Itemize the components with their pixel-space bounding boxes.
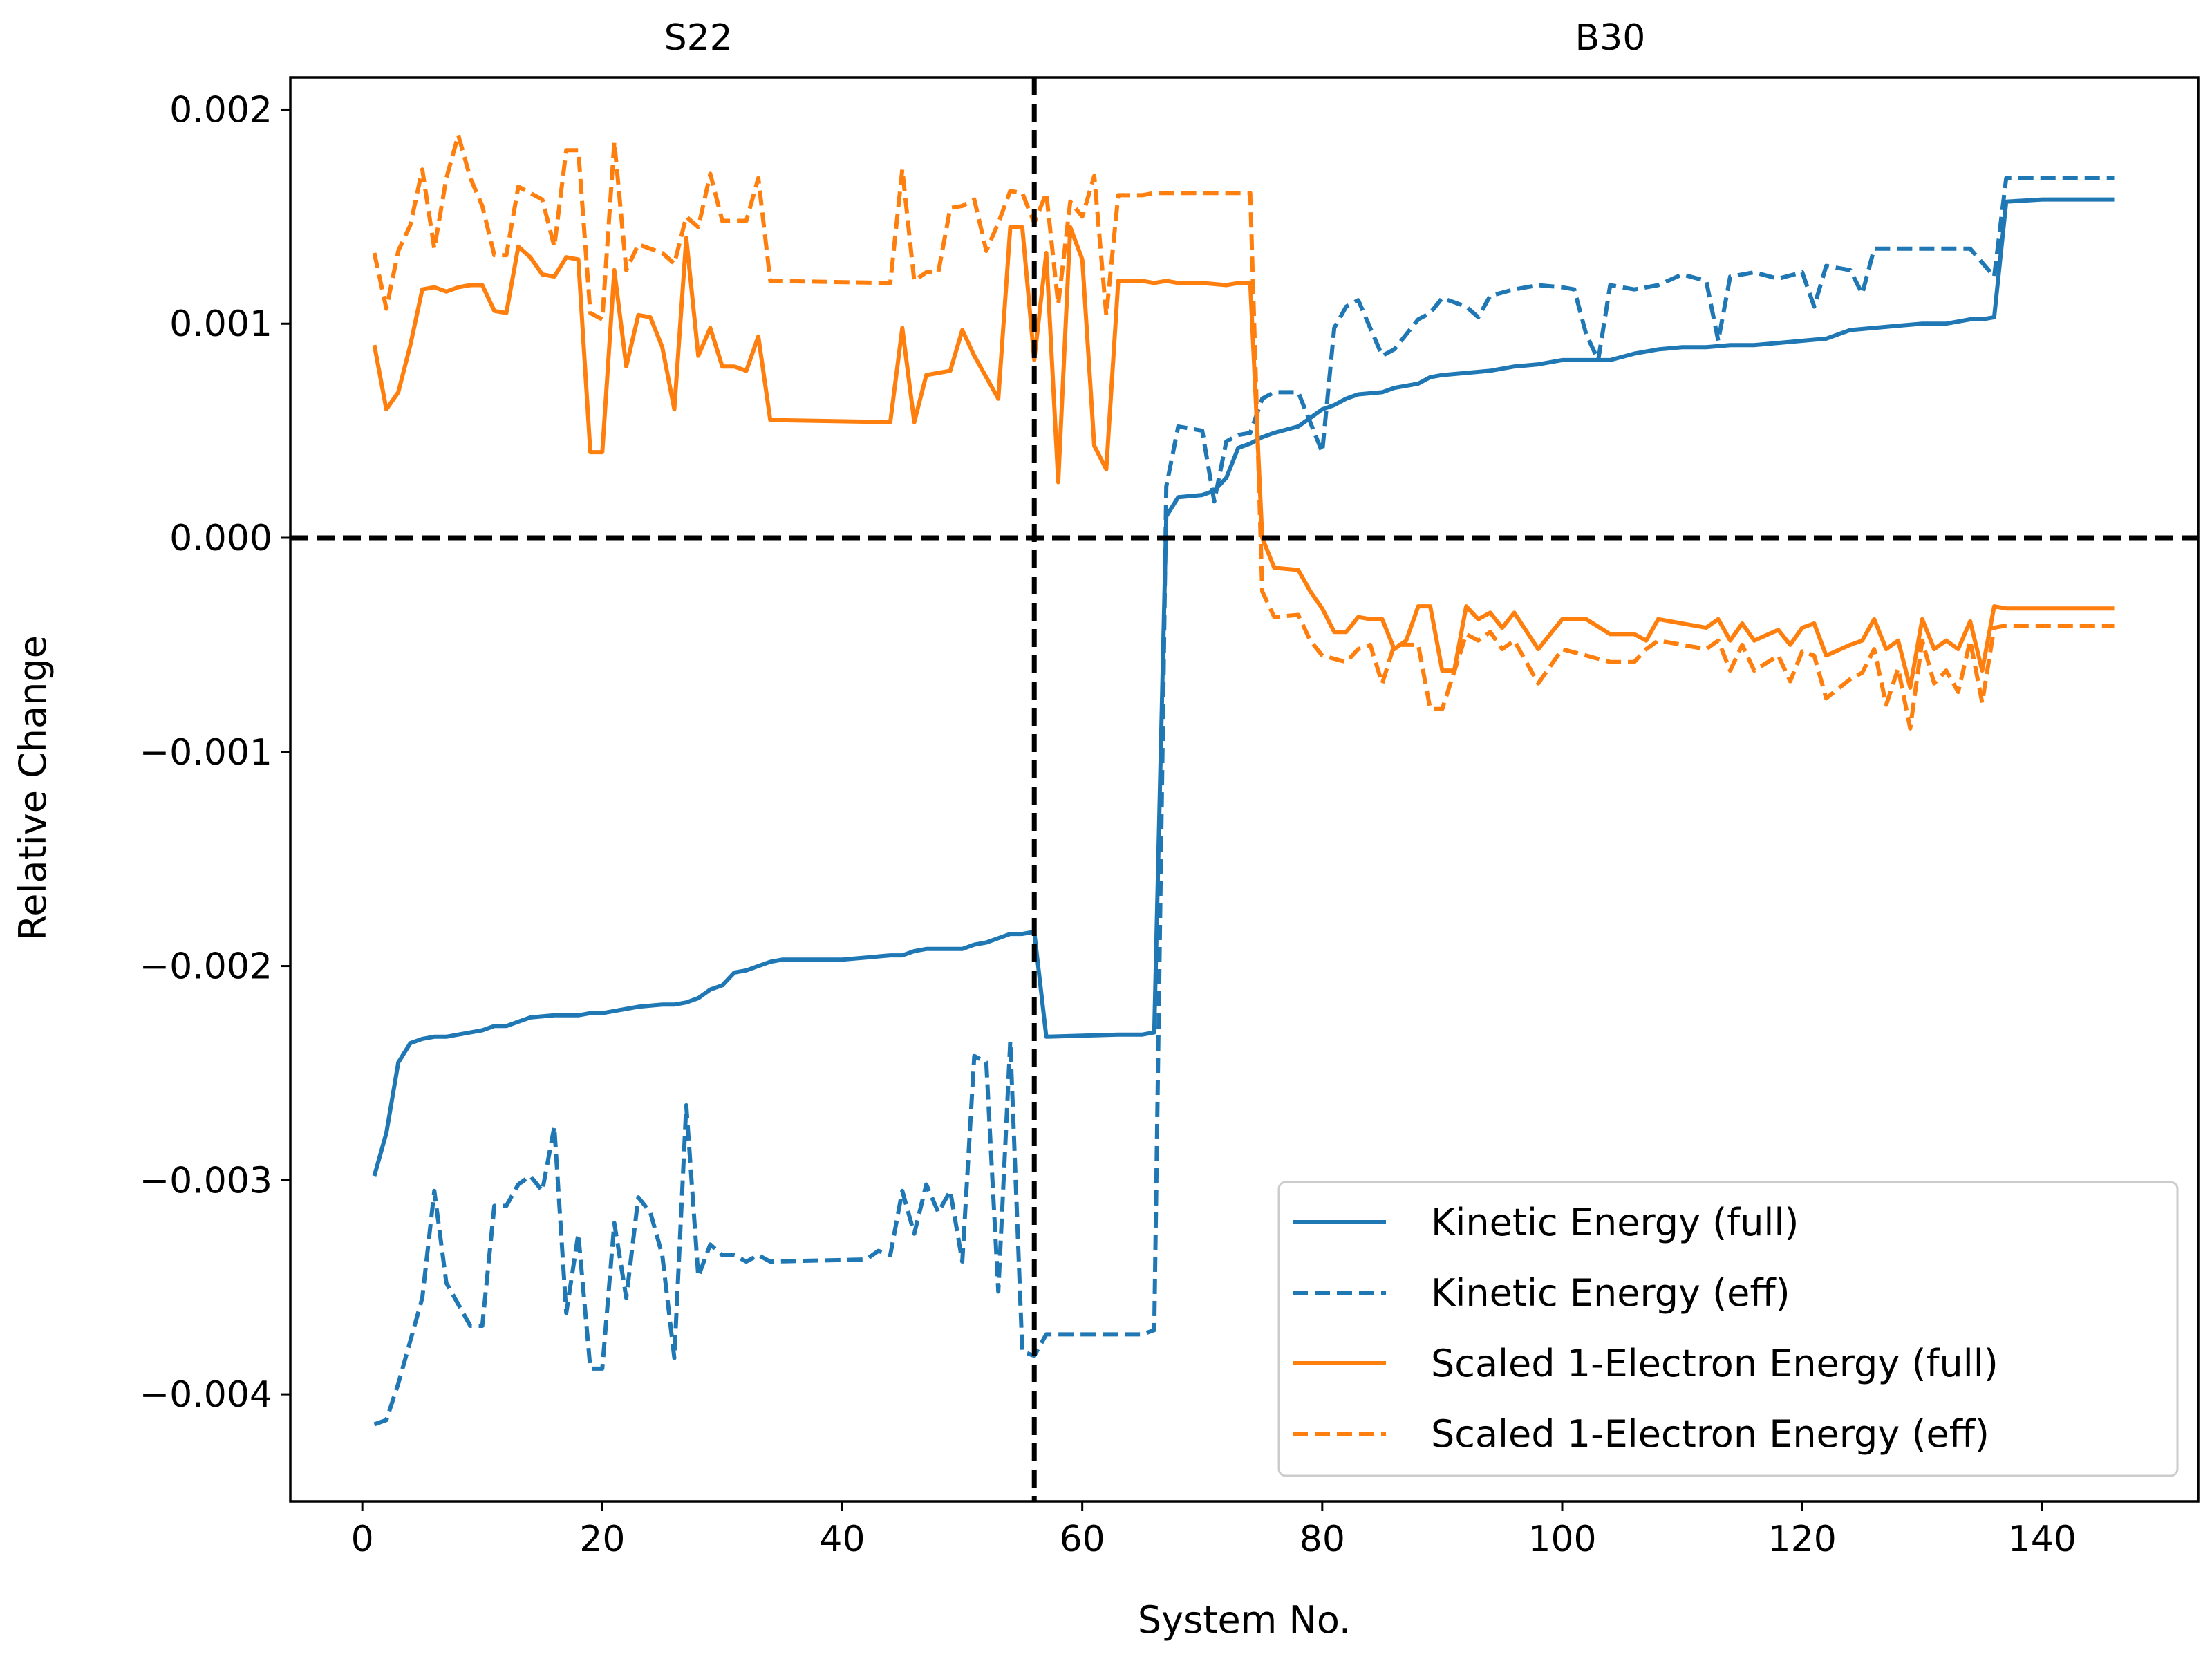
y-tick-label: 0.001: [169, 303, 272, 345]
series-line-scaled-1-electron-energy-full: [372, 225, 2115, 690]
x-tick-label: 40: [819, 1519, 865, 1560]
legend-label-kinetic-full: Kinetic Energy (full): [1431, 1201, 1799, 1244]
y-tick-label: −0.002: [140, 946, 272, 988]
axes-frame: [289, 76, 2200, 1503]
axes: 0 20 40 60 80 100 120 140 0.002 0.001 0.000 −0.001 −…: [140, 76, 2200, 1560]
y-tick-label: −0.001: [140, 732, 272, 774]
x-tick-label: 120: [1768, 1519, 1837, 1560]
legend-frame: [1277, 1181, 2179, 1477]
y-tick-label: −0.003: [140, 1160, 272, 1201]
x-tick-label: 80: [1300, 1519, 1345, 1560]
plot-area: [372, 133, 2115, 1427]
x-axis-label: System No.: [1138, 1598, 1351, 1642]
x-tick-label: 60: [1060, 1519, 1105, 1560]
reference-lines: [290, 77, 2198, 1501]
series-line-scaled-1-electron-energy-eff: [372, 133, 2115, 731]
legend-label-one-electron-eff: Scaled 1-Electron Energy (eff): [1431, 1412, 1989, 1456]
y-tick-label: −0.004: [140, 1374, 272, 1416]
legend-label-kinetic-eff: Kinetic Energy (eff): [1431, 1271, 1790, 1315]
series-line-kinetic-energy-full: [372, 197, 2115, 1177]
x-tick-label: 140: [2008, 1519, 2077, 1560]
x-tick-label: 20: [579, 1519, 625, 1560]
series-group: [372, 133, 2115, 1427]
legend: Kinetic Energy (full) Kinetic Energy (ef…: [1277, 1181, 2179, 1477]
series-line-kinetic-energy-eff: [373, 176, 2115, 1427]
section-label-b30: B30: [1575, 17, 1646, 59]
section-labels: S22 B30: [664, 17, 1646, 59]
y-axis-label: Relative Change: [11, 635, 55, 941]
legend-label-one-electron-full: Scaled 1-Electron Energy (full): [1431, 1342, 1998, 1385]
y-tick-label: 0.002: [169, 89, 272, 131]
section-label-s22: S22: [664, 17, 733, 59]
x-tick-label: 100: [1528, 1519, 1596, 1560]
y-tick-label: 0.000: [169, 518, 272, 559]
x-tick-label: 0: [351, 1519, 374, 1560]
